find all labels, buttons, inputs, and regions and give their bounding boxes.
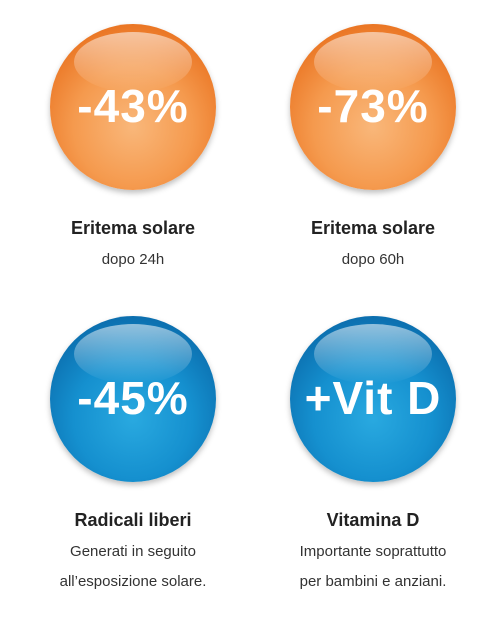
badge-text: -73% [317, 80, 429, 132]
card-text: Importante soprattutto [299, 543, 447, 560]
badge-circle: +Vit D [290, 316, 456, 482]
card-text: per bambini e anziani. [299, 573, 447, 590]
badge-text: +Vit D [304, 372, 442, 424]
card-text: dopo 24h [101, 251, 165, 268]
badge-text: -43% [77, 80, 189, 132]
stat-card: +Vit D Vitamina D Importante soprattutto… [253, 316, 493, 597]
stat-card: -45% Radicali liberi Generati in seguito… [13, 316, 253, 597]
card-title: Vitamina D [326, 510, 420, 530]
card-text: dopo 60h [341, 251, 405, 268]
card-title: Eritema solare [70, 218, 196, 238]
stat-card: -73% Eritema solare dopo 60h [253, 24, 493, 275]
badge-circle: -43% [50, 24, 216, 190]
card-title: Radicali liberi [74, 510, 192, 530]
badge-circle: -45% [50, 316, 216, 482]
card-text: Generati in seguito [70, 543, 196, 560]
stat-card: -43% Eritema solare dopo 24h [13, 24, 253, 275]
badge-text: -45% [77, 372, 189, 424]
card-title: Eritema solare [310, 218, 436, 238]
badge-circle: -73% [290, 24, 456, 190]
card-text: all’esposizione solare. [59, 573, 207, 590]
